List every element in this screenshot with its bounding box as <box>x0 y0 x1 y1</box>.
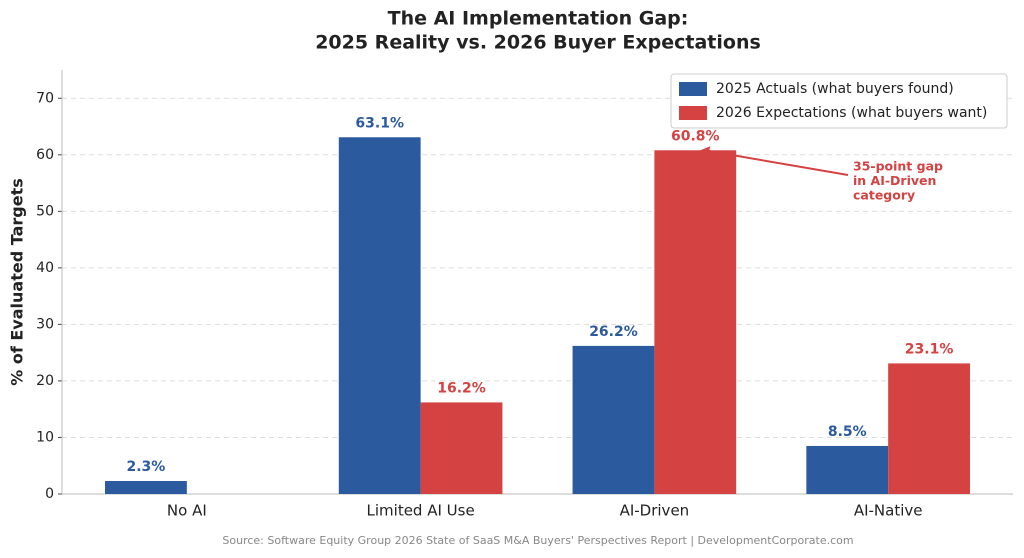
value-label: 63.1% <box>355 115 404 131</box>
value-label: 23.1% <box>905 341 954 357</box>
bar <box>572 345 655 494</box>
y-tick-label: 30 <box>36 316 54 332</box>
annotation-text: category <box>853 188 915 203</box>
value-label: 2.3% <box>127 459 166 475</box>
legend-box <box>670 73 1008 129</box>
chart-title: 2025 Reality vs. 2026 Buyer Expectations <box>315 32 761 54</box>
y-tick-label: 0 <box>45 486 54 502</box>
bar <box>888 363 970 494</box>
annotation-text: in AI-Driven <box>853 173 936 188</box>
x-tick-label: AI-Native <box>854 502 923 520</box>
y-tick-label: 60 <box>36 147 54 163</box>
y-tick-label: 70 <box>36 90 54 106</box>
y-tick-label: 40 <box>36 260 54 276</box>
y-tick-label: 10 <box>36 429 54 445</box>
value-label: 8.5% <box>828 424 867 440</box>
legend-label: 2025 Actuals (what buyers found) <box>716 81 954 97</box>
x-tick-label: Limited AI Use <box>367 502 475 520</box>
value-label: 16.2% <box>437 380 486 396</box>
x-tick-label: No AI <box>167 502 207 520</box>
x-tick-label: AI-Driven <box>620 502 690 520</box>
legend-label: 2026 Expectations (what buyers want) <box>716 105 987 121</box>
y-axis-label: % of Evaluated Targets <box>8 178 27 386</box>
chart-title: The AI Implementation Gap: <box>388 8 689 30</box>
bar <box>420 402 503 494</box>
legend-swatch <box>679 82 707 96</box>
bar <box>338 137 421 495</box>
bar <box>105 480 187 494</box>
annotation-text: 35-point gap <box>853 159 943 174</box>
value-label: 60.8% <box>671 128 720 144</box>
value-label: 26.2% <box>589 324 638 340</box>
source-note: Source: Software Equity Group 2026 State… <box>222 534 853 547</box>
annotation-arrowhead <box>700 146 711 155</box>
bar <box>654 150 737 494</box>
bar <box>806 445 889 494</box>
annotation-arrow <box>704 149 849 176</box>
legend-swatch <box>679 106 707 120</box>
y-tick-label: 50 <box>36 203 54 219</box>
y-tick-label: 20 <box>36 373 54 389</box>
